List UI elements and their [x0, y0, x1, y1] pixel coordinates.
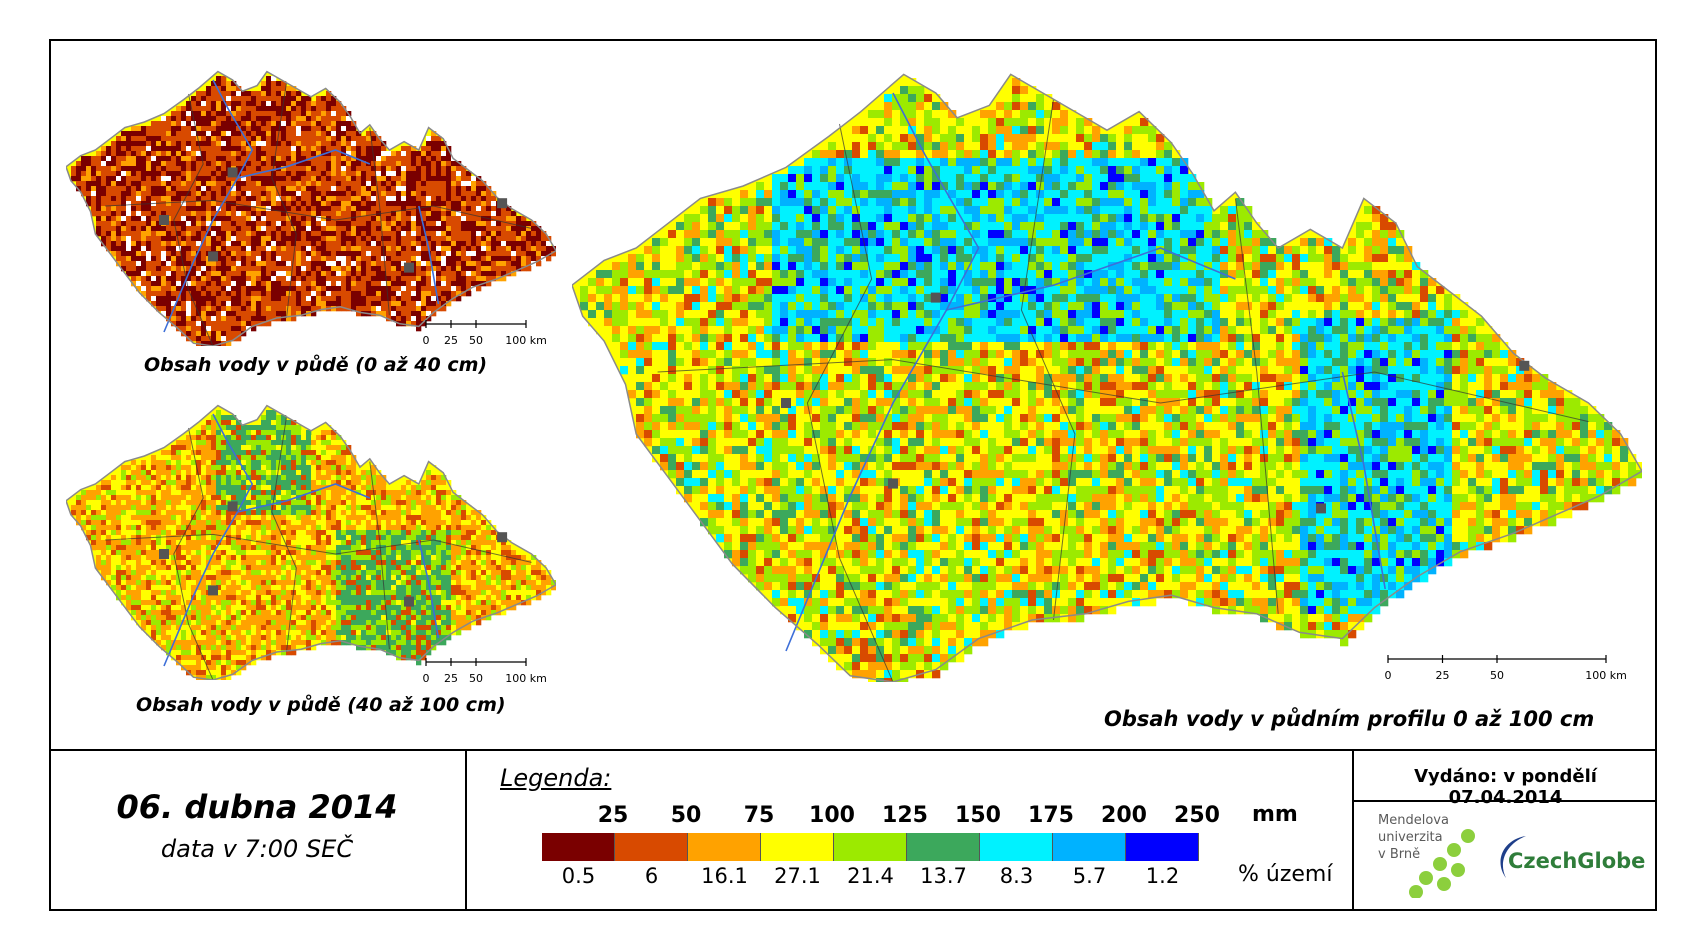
- legend-percent-value: 16.1: [701, 864, 748, 888]
- czechglobe-logo: CzechGlobe: [1508, 849, 1646, 873]
- scale-label: 25: [444, 334, 458, 347]
- mendel-logo-line-3: v Brně: [1378, 847, 1421, 862]
- legend-percent-value: 27.1: [774, 864, 821, 888]
- report-time: data v 7:00 SEČ: [160, 835, 354, 863]
- scale-label: 50: [469, 672, 483, 685]
- legend-threshold-value: 200: [1101, 803, 1147, 828]
- legend-threshold-value: 75: [743, 803, 775, 828]
- legend-percent-value: 8.3: [999, 864, 1034, 888]
- legend-swatch: [761, 833, 834, 861]
- legend-swatch: [834, 833, 907, 861]
- legend-threshold-value: 150: [955, 803, 1001, 828]
- scale-label: 0: [1385, 669, 1392, 682]
- scale-label: 100 km: [505, 672, 547, 685]
- mendel-university-logo: Mendelova univerzita v Brně: [1378, 812, 1449, 863]
- scale-bar-bottom-left: 0 25 50 100 km: [423, 658, 566, 686]
- legend-percent-value: 13.7: [920, 864, 967, 888]
- legend-swatch: [1053, 833, 1126, 861]
- legend-threshold-value: 250: [1174, 803, 1220, 828]
- legend-swatch: [907, 833, 980, 861]
- legend-threshold-value: 125: [882, 803, 928, 828]
- legend-swatch: [1126, 833, 1199, 861]
- scale-label: 50: [469, 334, 483, 347]
- map-caption-0-40cm: Obsah vody v půdě (0 až 40 cm): [144, 354, 488, 376]
- scale-label: 50: [1490, 669, 1504, 682]
- footer-divider-issued: [1353, 800, 1657, 802]
- legend-threshold-value: 50: [670, 803, 702, 828]
- mendel-logo-line-1: Mendelova: [1378, 813, 1449, 828]
- scale-label: 100 km: [505, 334, 547, 347]
- scale-label: 0: [423, 672, 430, 685]
- soil-water-map-0-100cm: [572, 73, 1642, 682]
- legend-threshold-value: 175: [1028, 803, 1074, 828]
- mendel-dots-icon: [1409, 829, 1475, 898]
- legend-title: Legenda:: [500, 764, 612, 792]
- legend-swatch: [980, 833, 1053, 861]
- soil-water-map-0-40cm: [66, 70, 556, 346]
- footer-divider-right: [1352, 750, 1354, 911]
- legend-percent-value: 5.7: [1072, 864, 1107, 888]
- legend-percent-value: 21.4: [847, 864, 894, 888]
- report-date: 06. dubna 2014: [116, 788, 398, 826]
- legend-swatch: [615, 833, 688, 861]
- legend-swatch: [542, 833, 615, 861]
- legend-unit-percent: % území: [1238, 862, 1333, 887]
- map-caption-40-100cm: Obsah vody v půdě (40 až 100 cm): [136, 694, 506, 716]
- scale-bar-main: 0 25 50 100 km: [1385, 655, 1646, 683]
- footer-divider: [49, 749, 1657, 751]
- legend-threshold-value: 100: [809, 803, 855, 828]
- legend-color-bar: [542, 833, 1199, 861]
- legend-threshold-value: 25: [597, 803, 629, 828]
- figure-frame: [49, 39, 1657, 911]
- footer-divider-left: [465, 750, 467, 911]
- soil-water-map-40-100cm: [66, 404, 556, 680]
- legend-swatch: [688, 833, 761, 861]
- scale-label: 100 km: [1585, 669, 1627, 682]
- scale-label: 0: [423, 334, 430, 347]
- map-caption-0-100cm: Obsah vody v půdním profilu 0 až 100 cm: [1104, 707, 1595, 731]
- mendel-logo-line-2: univerzita: [1378, 830, 1443, 845]
- scale-bar-top-left: 0 25 50 100 km: [423, 320, 566, 348]
- scale-label: 25: [1436, 669, 1450, 682]
- scale-label: 25: [444, 672, 458, 685]
- legend-percent-value: 0.5: [561, 864, 596, 888]
- legend-percent-value: 1.2: [1145, 864, 1180, 888]
- czechglobe-swoosh-icon: [1500, 836, 1526, 878]
- legend-percent-value: 6: [644, 864, 659, 888]
- issued-date: Vydáno: v pondělí 07.04.2014: [1414, 766, 1597, 808]
- legend-unit-mm: mm: [1252, 802, 1298, 827]
